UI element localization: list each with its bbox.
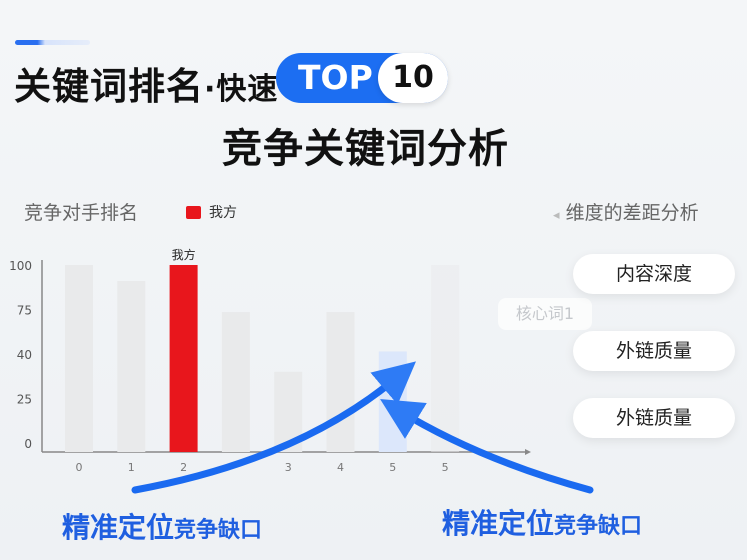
bar [117, 281, 146, 452]
subtitle: 竞争关键词分析 [222, 126, 509, 172]
bar [221, 312, 250, 452]
dimension-pill[interactable]: 内容深度 [573, 254, 735, 294]
right-panel-title: ◂ 维度的差距分析 [553, 202, 699, 224]
x-axis-arrow-icon [525, 449, 531, 455]
caption-left: 精准定位竞争缺口 [62, 511, 263, 544]
legend-label: 我方 [209, 205, 237, 221]
x-tick-label: 0 [76, 461, 83, 474]
accent-bar [15, 40, 90, 45]
x-tick-label: 1 [128, 461, 135, 474]
x-tick-label: 4 [337, 461, 344, 474]
y-tick-label: 100 [9, 259, 32, 273]
bar [326, 312, 355, 452]
bar [65, 265, 93, 452]
x-tick-label: 3 [285, 461, 292, 474]
y-tick-label: 0 [24, 437, 32, 451]
caption-right: 精准定位竞争缺口 [442, 507, 643, 540]
legend-swatch [186, 205, 201, 219]
headline: 关键词排名·快速 [14, 65, 279, 108]
bar-ours [169, 265, 198, 452]
x-tick-label: 2 [180, 461, 187, 474]
x-tick-label: 5 [389, 461, 396, 474]
bar [274, 371, 303, 452]
x-tick-label: 5 [442, 461, 449, 474]
y-tick-label: 75 [17, 304, 32, 318]
bar-chart: 100 75 40 25 0 0 1 2 我方 3 4 5 5 [9, 247, 531, 474]
dimension-pill[interactable]: 外链质量 [573, 398, 735, 438]
bar-gap [378, 351, 407, 452]
chart-title: 竞争对手排名 [24, 202, 139, 224]
y-tick-label: 40 [17, 348, 32, 362]
y-tick-label: 25 [17, 393, 32, 407]
ghost-keyword-label: 核心词1 [498, 298, 592, 330]
bar-data-label: 我方 [172, 247, 196, 262]
chart-legend: 我方 [186, 202, 237, 222]
bar [431, 265, 460, 452]
dimension-pill[interactable]: 外链质量 [573, 331, 735, 371]
top-badge: TOP 10 [276, 53, 448, 103]
